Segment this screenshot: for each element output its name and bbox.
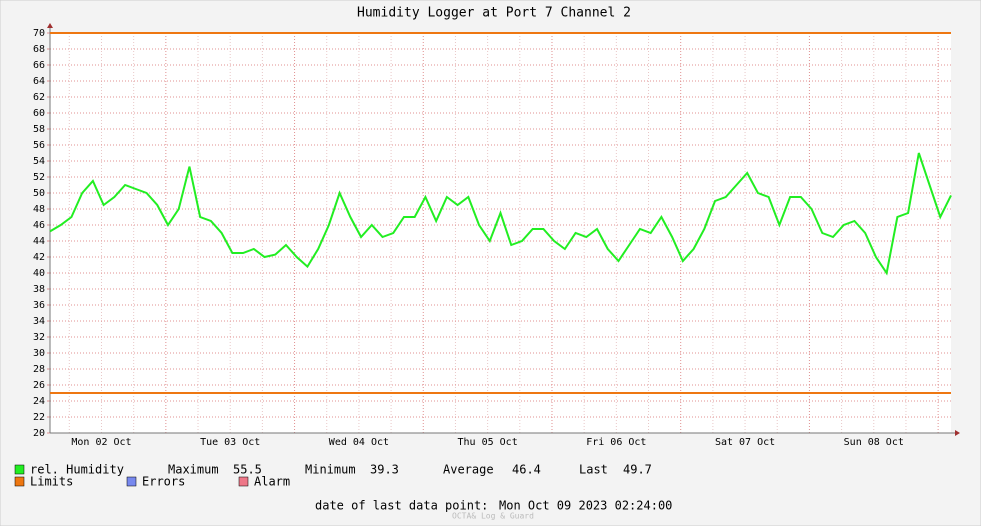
y-tick-label: 46 bbox=[33, 220, 45, 231]
stat-value: 49.7 bbox=[623, 463, 652, 477]
stat-label: Average bbox=[443, 463, 494, 477]
y-tick-label: 60 bbox=[33, 108, 45, 119]
axis-arrow bbox=[955, 430, 960, 436]
y-tick-label: 48 bbox=[33, 204, 45, 215]
legend-label: Alarm bbox=[254, 475, 290, 489]
y-tick-label: 42 bbox=[33, 252, 45, 263]
y-tick-label: 56 bbox=[33, 140, 45, 151]
y-tick-label: 70 bbox=[33, 28, 45, 39]
x-tick-label: Fri 06 Oct bbox=[586, 437, 646, 448]
x-tick-label: Wed 04 Oct bbox=[329, 437, 389, 448]
legend-swatch bbox=[238, 476, 249, 487]
stat-value: 46.4 bbox=[512, 463, 541, 477]
x-tick-label: Thu 05 Oct bbox=[458, 437, 518, 448]
y-tick-label: 38 bbox=[33, 284, 45, 295]
legend-swatch bbox=[14, 476, 25, 487]
x-tick-label: Tue 03 Oct bbox=[200, 437, 260, 448]
y-tick-label: 54 bbox=[33, 156, 45, 167]
last-point: Mon Oct 09 2023 02:24:00 bbox=[499, 499, 672, 513]
y-tick-label: 52 bbox=[33, 172, 45, 183]
y-tick-label: 34 bbox=[33, 316, 45, 327]
data-line bbox=[49, 152, 952, 276]
legend-swatch bbox=[14, 464, 25, 475]
y-tick-label: 20 bbox=[33, 428, 45, 439]
y-tick-label: 32 bbox=[33, 332, 45, 343]
chart-title: Humidity Logger at Port 7 Channel 2 bbox=[357, 6, 631, 21]
y-tick-label: 24 bbox=[33, 396, 45, 407]
x-tick-label: Mon 02 Oct bbox=[71, 437, 131, 448]
y-tick-label: 30 bbox=[33, 348, 45, 359]
last-point-label: date of last data point: bbox=[315, 499, 488, 513]
stat-label: Maximum bbox=[168, 463, 219, 477]
legend-label: Errors bbox=[142, 475, 185, 489]
plot-area bbox=[50, 33, 951, 433]
y-tick-label: 50 bbox=[33, 188, 45, 199]
x-tick-label: Sun 08 Oct bbox=[844, 437, 904, 448]
x-tick-label: Sat 07 Oct bbox=[715, 437, 775, 448]
legend-swatch bbox=[126, 476, 137, 487]
stat-value: 55.5 bbox=[233, 463, 262, 477]
axis-arrow bbox=[47, 23, 53, 28]
stat-label: Minimum bbox=[305, 463, 356, 477]
y-tick-label: 22 bbox=[33, 412, 45, 423]
y-tick-label: 36 bbox=[33, 300, 45, 311]
legend-label: rel. Humidity bbox=[30, 463, 124, 477]
y-tick-label: 58 bbox=[33, 124, 45, 135]
y-tick-label: 28 bbox=[33, 364, 45, 375]
legend-label: Limits bbox=[30, 475, 73, 489]
stat-value: 39.3 bbox=[370, 463, 399, 477]
y-tick-label: 62 bbox=[33, 92, 45, 103]
y-tick-label: 44 bbox=[33, 236, 45, 247]
y-tick-label: 26 bbox=[33, 380, 45, 391]
stat-label: Last bbox=[579, 463, 608, 477]
y-tick-label: 68 bbox=[33, 44, 45, 55]
y-tick-label: 66 bbox=[33, 60, 45, 71]
y-tick-label: 64 bbox=[33, 76, 45, 87]
footer: OCTA& Log & Guard bbox=[452, 512, 534, 521]
y-tick-label: 40 bbox=[33, 268, 45, 279]
